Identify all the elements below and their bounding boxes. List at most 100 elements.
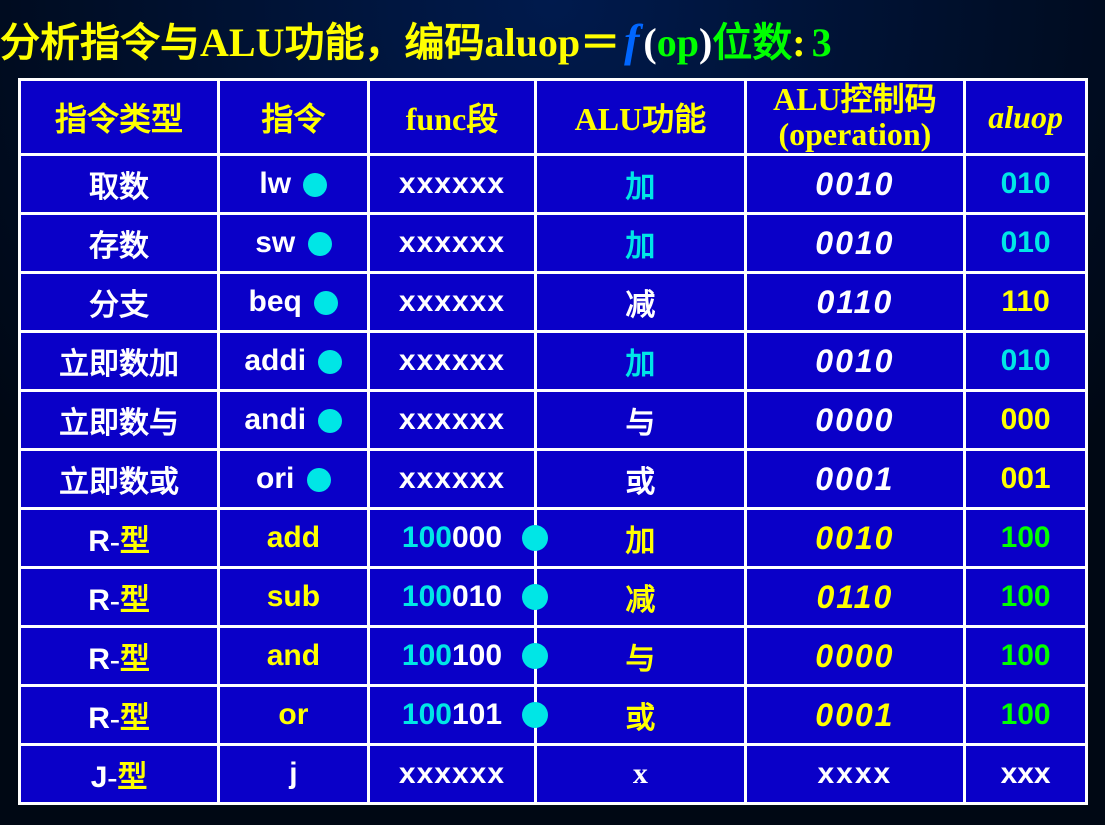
hdr-func: func段 bbox=[368, 80, 536, 155]
cell-func: xxxxxx bbox=[368, 155, 536, 214]
cell-opcode: 0000 bbox=[745, 627, 965, 686]
cell-opcode: 0001 bbox=[745, 686, 965, 745]
cell-instr: addi bbox=[219, 332, 369, 391]
cell-type: R-型 bbox=[20, 509, 219, 568]
cell-opcode: 0001 bbox=[745, 450, 965, 509]
highlight-dot-icon bbox=[522, 643, 548, 669]
cell-opcode: 0010 bbox=[745, 214, 965, 273]
cell-type: 立即数加 bbox=[20, 332, 219, 391]
hdr-aluop: aluop bbox=[965, 80, 1087, 155]
cell-alufn: 或 bbox=[536, 686, 745, 745]
cell-alufn: 加 bbox=[536, 155, 745, 214]
highlight-dot-icon bbox=[303, 173, 327, 197]
cell-aluop: 000 bbox=[965, 391, 1087, 450]
cell-alufn: 减 bbox=[536, 568, 745, 627]
cell-func: xxxxxx bbox=[368, 214, 536, 273]
title-seg: 功能，编码 bbox=[284, 10, 484, 68]
cell-alufn: 或 bbox=[536, 450, 745, 509]
cell-aluop: xxx bbox=[965, 745, 1087, 804]
cell-func: xxxxxx bbox=[368, 450, 536, 509]
table-row: 立即数或ori xxxxxx或0001001 bbox=[20, 450, 1087, 509]
cell-instr: or bbox=[219, 686, 369, 745]
hdr-alufn-text: ALU功能 bbox=[575, 101, 707, 137]
cell-aluop: 100 bbox=[965, 568, 1087, 627]
cell-aluop: 010 bbox=[965, 332, 1087, 391]
table-row: R-型sub100010减0110100 bbox=[20, 568, 1087, 627]
table-row: 存数sw xxxxxx加0010010 bbox=[20, 214, 1087, 273]
table-row: 立即数与andi xxxxxx与0000000 bbox=[20, 391, 1087, 450]
title-seg: ) bbox=[699, 19, 712, 66]
cell-opcode: 0010 bbox=[745, 509, 965, 568]
title-seg: 位数 bbox=[712, 10, 792, 68]
highlight-dot-icon bbox=[308, 232, 332, 256]
cell-func: 100010 bbox=[368, 568, 536, 627]
cell-aluop: 100 bbox=[965, 509, 1087, 568]
table-row: 取数lw xxxxxx加0010010 bbox=[20, 155, 1087, 214]
cell-type: 立即数或 bbox=[20, 450, 219, 509]
highlight-dot-icon bbox=[522, 702, 548, 728]
title-seg: aluop bbox=[484, 19, 580, 66]
cell-type: 分支 bbox=[20, 273, 219, 332]
cell-instr: beq bbox=[219, 273, 369, 332]
cell-func: 100000 bbox=[368, 509, 536, 568]
table-row: J-型jxxxxxxxxxxxxxx bbox=[20, 745, 1087, 804]
cell-alufn: x bbox=[536, 745, 745, 804]
cell-alufn: 加 bbox=[536, 332, 745, 391]
cell-type: R-型 bbox=[20, 568, 219, 627]
table-row: 立即数加addi xxxxxx加0010010 bbox=[20, 332, 1087, 391]
highlight-dot-icon bbox=[522, 525, 548, 551]
cell-aluop: 010 bbox=[965, 214, 1087, 273]
title-seg: 分析指令与 bbox=[0, 10, 200, 68]
title-seg: ( bbox=[643, 19, 656, 66]
alu-table: 指令类型 指令 func段 ALU功能 ALU控制码 (operation) a… bbox=[18, 78, 1088, 805]
table-row: R-型and100100与0000100 bbox=[20, 627, 1087, 686]
hdr-opcode: ALU控制码 (operation) bbox=[745, 80, 965, 155]
cell-func: xxxxxx bbox=[368, 273, 536, 332]
cell-aluop: 010 bbox=[965, 155, 1087, 214]
cell-instr: add bbox=[219, 509, 369, 568]
cell-alufn: 与 bbox=[536, 627, 745, 686]
cell-instr: and bbox=[219, 627, 369, 686]
title-seg: : bbox=[792, 19, 805, 66]
title-seg: f bbox=[620, 14, 643, 67]
cell-func: xxxxxx bbox=[368, 391, 536, 450]
hdr-opcode-l2: (operation) bbox=[747, 117, 964, 152]
table-row: R-型or100101或0001100 bbox=[20, 686, 1087, 745]
cell-type: R-型 bbox=[20, 686, 219, 745]
cell-opcode: 0010 bbox=[745, 332, 965, 391]
cell-opcode: 0110 bbox=[745, 273, 965, 332]
hdr-type: 指令类型 bbox=[20, 80, 219, 155]
cell-type: 取数 bbox=[20, 155, 219, 214]
cell-aluop: 001 bbox=[965, 450, 1087, 509]
cell-instr: sw bbox=[219, 214, 369, 273]
cell-instr: ori bbox=[219, 450, 369, 509]
cell-opcode: 0010 bbox=[745, 155, 965, 214]
table-header-row: 指令类型 指令 func段 ALU功能 ALU控制码 (operation) a… bbox=[20, 80, 1087, 155]
hdr-opcode-l1: ALU控制码 bbox=[747, 82, 964, 117]
cell-alufn: 与 bbox=[536, 391, 745, 450]
cell-alufn: 加 bbox=[536, 214, 745, 273]
highlight-dot-icon bbox=[318, 350, 342, 374]
cell-func: 100101 bbox=[368, 686, 536, 745]
cell-type: 存数 bbox=[20, 214, 219, 273]
title-seg: ＝ bbox=[580, 10, 620, 68]
hdr-func-text: func段 bbox=[406, 101, 498, 137]
title-seg: 3 bbox=[806, 19, 832, 66]
highlight-dot-icon bbox=[314, 291, 338, 315]
hdr-instr: 指令 bbox=[219, 80, 369, 155]
title-seg: op bbox=[657, 19, 699, 66]
cell-aluop: 100 bbox=[965, 627, 1087, 686]
table-row: 分支beq xxxxxx减0110110 bbox=[20, 273, 1087, 332]
cell-func: 100100 bbox=[368, 627, 536, 686]
cell-type: R-型 bbox=[20, 627, 219, 686]
highlight-dot-icon bbox=[307, 468, 331, 492]
cell-opcode: xxxx bbox=[745, 745, 965, 804]
cell-type: J-型 bbox=[20, 745, 219, 804]
cell-type: 立即数与 bbox=[20, 391, 219, 450]
table-row: R-型add100000加0010100 bbox=[20, 509, 1087, 568]
cell-instr: andi bbox=[219, 391, 369, 450]
cell-aluop: 100 bbox=[965, 686, 1087, 745]
cell-func: xxxxxx bbox=[368, 332, 536, 391]
cell-instr: sub bbox=[219, 568, 369, 627]
cell-instr: j bbox=[219, 745, 369, 804]
